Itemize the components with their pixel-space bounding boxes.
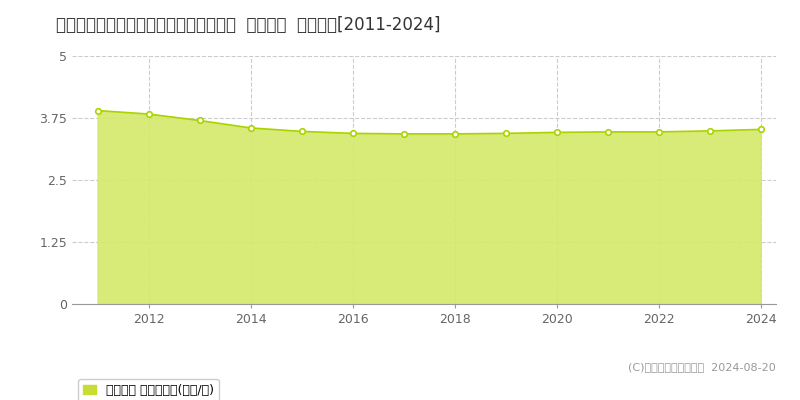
Text: 鳥取県米子市富益町字新開八８８番１外  地価公示  地価推移[2011-2024]: 鳥取県米子市富益町字新開八８８番１外 地価公示 地価推移[2011-2024] — [56, 16, 441, 34]
Text: (C)土地価格ドットコム  2024-08-20: (C)土地価格ドットコム 2024-08-20 — [628, 362, 776, 372]
Legend: 地価公示 平均坪単価(万円/坪): 地価公示 平均坪単価(万円/坪) — [78, 379, 218, 400]
